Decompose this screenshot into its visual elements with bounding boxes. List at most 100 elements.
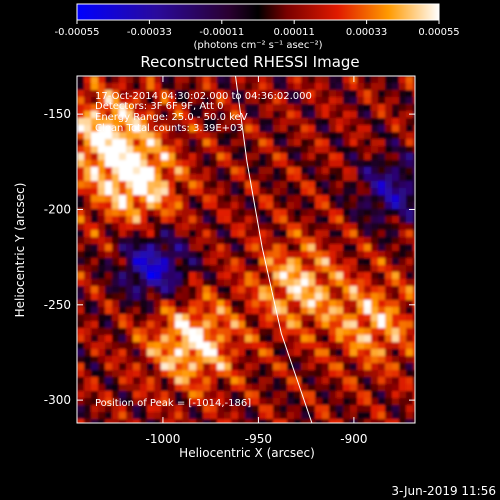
heatmap-cell [273, 405, 281, 413]
heatmap-cell [287, 111, 295, 119]
heatmap-cell [112, 76, 120, 84]
heatmap-cell [357, 286, 365, 294]
heatmap-cell [175, 111, 183, 119]
heatmap-cell [385, 244, 393, 252]
heatmap-cell [294, 118, 302, 126]
heatmap-cell [224, 300, 232, 308]
heatmap-cell [371, 181, 379, 189]
heatmap-cell [266, 97, 274, 105]
heatmap-cell [413, 384, 415, 392]
heatmap-cell [91, 188, 99, 196]
heatmap-cell [287, 377, 295, 385]
heatmap-cell [231, 223, 239, 231]
heatmap-cell [224, 377, 232, 385]
heatmap-cell [266, 90, 274, 98]
heatmap-cell [196, 167, 204, 175]
heatmap-cell [189, 300, 197, 308]
heatmap-cell [203, 188, 211, 196]
heatmap-cell [161, 412, 169, 420]
heatmap-cell [231, 216, 239, 224]
heatmap-cell [119, 76, 127, 84]
heatmap-cell [371, 174, 379, 182]
heatmap-cell [336, 335, 344, 343]
heatmap-cell [238, 349, 246, 357]
heatmap-cell [189, 90, 197, 98]
heatmap-cell [357, 125, 365, 133]
heatmap-cell [238, 265, 246, 273]
heatmap-cell [210, 223, 218, 231]
heatmap-cell [245, 328, 253, 336]
heatmap-cell [77, 223, 85, 231]
heatmap-cell [371, 97, 379, 105]
heatmap-cell [252, 363, 260, 371]
heatmap-cell [399, 384, 407, 392]
heatmap-cell [196, 349, 204, 357]
heatmap-cell [126, 251, 134, 259]
heatmap-cell [231, 167, 239, 175]
heatmap-cell [364, 97, 372, 105]
heatmap-cell [322, 146, 330, 154]
heatmap-cell [378, 356, 386, 364]
heatmap-cell [77, 307, 85, 315]
heatmap-cell [112, 272, 120, 280]
heatmap-cell [154, 209, 162, 217]
heatmap-cell [126, 321, 134, 329]
heatmap-cell [126, 391, 134, 399]
heatmap-cell [392, 188, 400, 196]
heatmap-cell [357, 167, 365, 175]
heatmap-cell [175, 272, 183, 280]
heatmap-cell [245, 132, 253, 140]
heatmap-cell [294, 314, 302, 322]
heatmap-cell [91, 111, 99, 119]
heatmap-cell [119, 272, 127, 280]
heatmap-cell [231, 342, 239, 350]
heatmap-cell [98, 272, 106, 280]
heatmap-cell [301, 258, 309, 266]
heatmap-cell [259, 293, 267, 301]
heatmap-cell [329, 251, 337, 259]
heatmap-cell [259, 412, 267, 420]
heatmap-cell [301, 335, 309, 343]
heatmap-cell [168, 300, 176, 308]
heatmap-cell [133, 384, 141, 392]
heatmap-cell [126, 272, 134, 280]
heatmap-cell [294, 209, 302, 217]
heatmap-cell [203, 279, 211, 287]
heatmap-cell [140, 139, 148, 147]
heatmap-cell [322, 76, 330, 84]
heatmap-cell [413, 356, 415, 364]
heatmap-cell [399, 104, 407, 112]
heatmap-cell [231, 104, 239, 112]
heatmap-cell [196, 370, 204, 378]
heatmap-cell [119, 391, 127, 399]
heatmap-cell [399, 237, 407, 245]
heatmap-cell [126, 237, 134, 245]
heatmap-cell [133, 377, 141, 385]
heatmap-cell [231, 146, 239, 154]
heatmap-cell [140, 216, 148, 224]
heatmap-cell [224, 244, 232, 252]
heatmap-cell [322, 300, 330, 308]
heatmap-cell [105, 370, 113, 378]
heatmap-cell [392, 419, 400, 423]
heatmap-cell [259, 188, 267, 196]
heatmap-cell [406, 118, 414, 126]
heatmap-cell [315, 391, 323, 399]
heatmap-cell [399, 265, 407, 273]
heatmap-cell [126, 356, 134, 364]
heatmap-cell [252, 188, 260, 196]
heatmap-cell [273, 356, 281, 364]
heatmap-cell [112, 111, 120, 119]
heatmap-cell [203, 132, 211, 140]
heatmap-cell [399, 209, 407, 217]
heatmap-cell [189, 118, 197, 126]
heatmap-cell [350, 90, 358, 98]
heatmap-cell [343, 398, 351, 406]
heatmap-cell [133, 251, 141, 259]
heatmap-cell [196, 132, 204, 140]
heatmap-cell [350, 83, 358, 91]
heatmap-cell [259, 83, 267, 91]
heatmap-cell [378, 314, 386, 322]
heatmap-cell [112, 405, 120, 413]
